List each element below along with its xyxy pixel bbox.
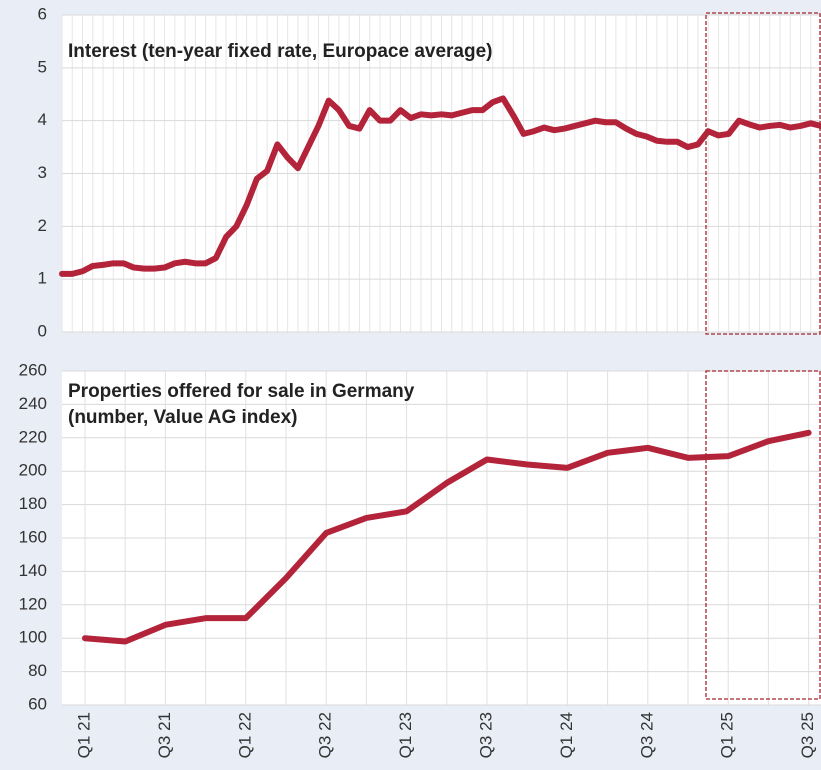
y-tick-label: 60	[28, 694, 47, 713]
data-line	[59, 95, 821, 277]
y-tick-label: 1	[38, 269, 47, 288]
layer: 0 1 2 3 4 5 6 Interest (ten-year fixed rate, Eu…	[19, 4, 821, 758]
highlight-box	[705, 370, 821, 700]
x-tick-label: Q3 22	[316, 712, 335, 758]
x-tick-label: Q1 22	[235, 712, 254, 758]
y-tick-label: 240	[19, 394, 47, 413]
y-tick-label: 220	[19, 427, 47, 446]
y-tick-label: 0	[38, 321, 47, 340]
x-tick-label: Q3 23	[476, 712, 495, 758]
chart-title: (number, Value AG index)	[68, 407, 297, 428]
data-line	[82, 429, 812, 645]
y-tick-label: 6	[38, 4, 47, 23]
y-tick-label: 140	[19, 561, 47, 580]
highlight-box	[705, 12, 821, 335]
x-tick-label: Q3 21	[155, 712, 174, 758]
x-tick-label: Q3 25	[798, 712, 817, 758]
y-tick-label: 160	[19, 527, 47, 546]
y-tick-label: 120	[19, 594, 47, 613]
y-tick-label: 180	[19, 494, 47, 513]
y-tick-label: 5	[38, 57, 47, 76]
x-tick-label: Q1 23	[396, 712, 415, 758]
chart-title: Interest (ten-year fixed rate, Europace …	[68, 41, 493, 62]
y-tick-label: 4	[38, 110, 47, 129]
y-tick-label: 80	[28, 661, 47, 680]
chart-title: Properties offered for sale in Germany	[68, 381, 415, 402]
x-tick-label: Q1 21	[74, 712, 93, 758]
y-tick-label: 3	[38, 163, 47, 182]
y-tick-label: 2	[38, 216, 47, 235]
y-tick-label: 200	[19, 461, 47, 480]
x-tick-label: Q1 24	[557, 712, 576, 758]
x-tick-label: Q3 24	[637, 712, 656, 758]
x-tick-label: Q1 25	[718, 712, 737, 758]
y-tick-label: 260	[19, 360, 47, 379]
y-tick-label: 100	[19, 628, 47, 647]
